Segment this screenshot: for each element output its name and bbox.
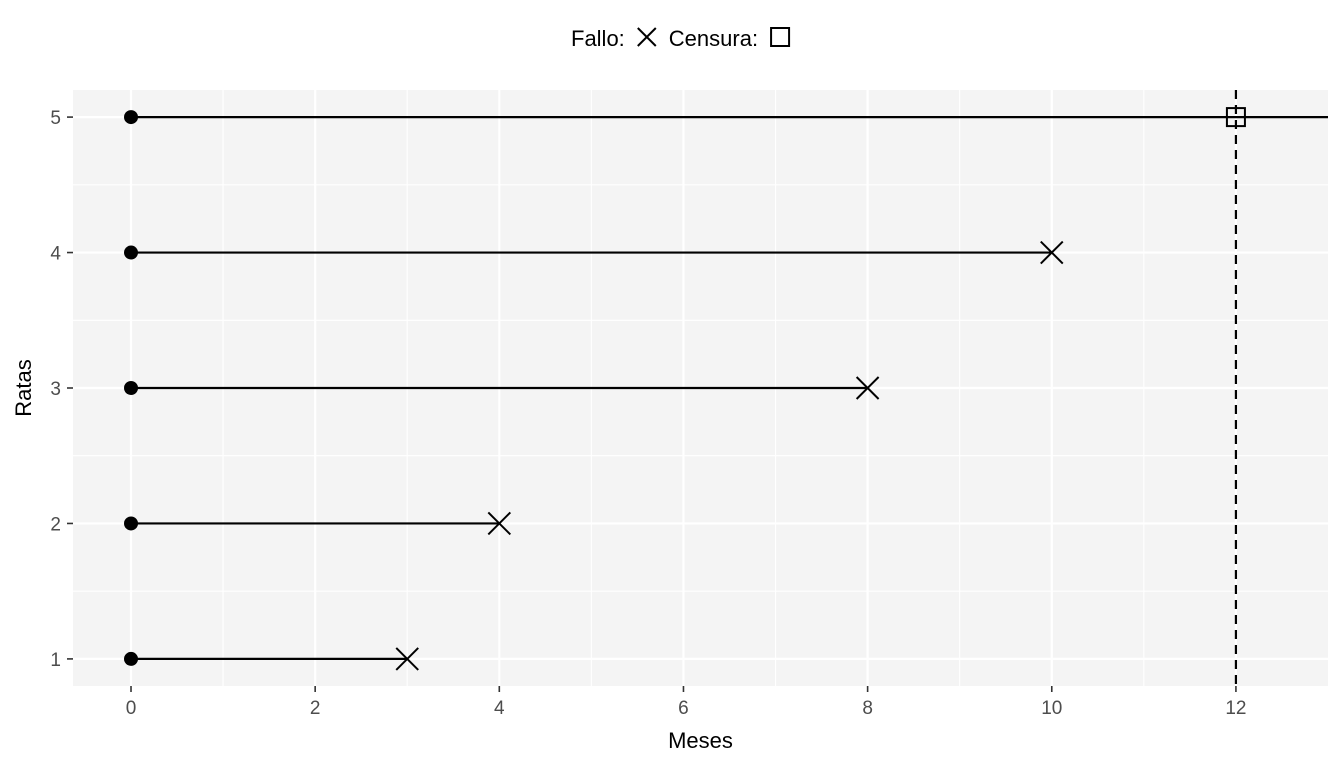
fallo-marker-2 <box>487 511 512 536</box>
y-tick-label: 3 <box>50 379 61 400</box>
x-tick-label: 0 <box>126 698 137 719</box>
y-axis-title: Ratas <box>11 359 36 416</box>
x-tick-label: 8 <box>862 698 873 719</box>
fallo-marker-3-stroke-b <box>855 376 880 400</box>
start-point-1 <box>124 651 139 666</box>
x-tick-label: 2 <box>310 698 321 719</box>
fallo-marker-1-stroke-b <box>395 647 419 671</box>
start-point-5 <box>124 110 139 125</box>
y-tick-label: 2 <box>50 514 61 535</box>
fallo-marker-3 <box>855 376 880 400</box>
fallo-marker-4 <box>1040 240 1064 265</box>
y-tick-label: 5 <box>50 108 61 129</box>
start-point-4 <box>124 245 139 260</box>
legend: Fallo: Censura: <box>571 26 791 51</box>
x-tick-label: 4 <box>494 698 505 719</box>
y-tick-label: 1 <box>50 650 61 671</box>
legend-cross-b <box>637 27 657 47</box>
x-tick-label: 12 <box>1225 698 1246 719</box>
x-tick-label: 10 <box>1041 698 1062 719</box>
start-point-2 <box>124 516 139 531</box>
legend-label-square: Censura: <box>669 26 758 51</box>
fallo-marker-1 <box>395 647 419 671</box>
fallo-marker-4-stroke-b <box>1040 240 1064 265</box>
legend-cross-icon <box>637 27 657 47</box>
chart-marks <box>124 90 1328 686</box>
x-tick-label: 6 <box>678 698 689 719</box>
legend-square-icon <box>770 27 791 47</box>
legend-label-cross: Fallo: <box>571 26 625 51</box>
y-tick-label: 4 <box>50 244 61 265</box>
start-point-3 <box>124 381 139 395</box>
x-axis-title: Meses <box>668 728 733 753</box>
fallo-marker-2-stroke-b <box>487 511 512 536</box>
